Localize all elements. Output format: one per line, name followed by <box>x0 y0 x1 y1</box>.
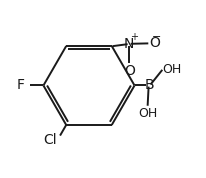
Text: OH: OH <box>163 63 182 76</box>
Text: OH: OH <box>138 106 157 119</box>
Text: +: + <box>130 32 138 42</box>
Text: F: F <box>17 78 25 93</box>
Text: O: O <box>124 64 135 78</box>
Text: Cl: Cl <box>43 133 57 147</box>
Text: −: − <box>151 32 161 42</box>
Text: O: O <box>149 36 160 50</box>
Text: N: N <box>124 37 135 51</box>
Text: B: B <box>145 78 154 93</box>
